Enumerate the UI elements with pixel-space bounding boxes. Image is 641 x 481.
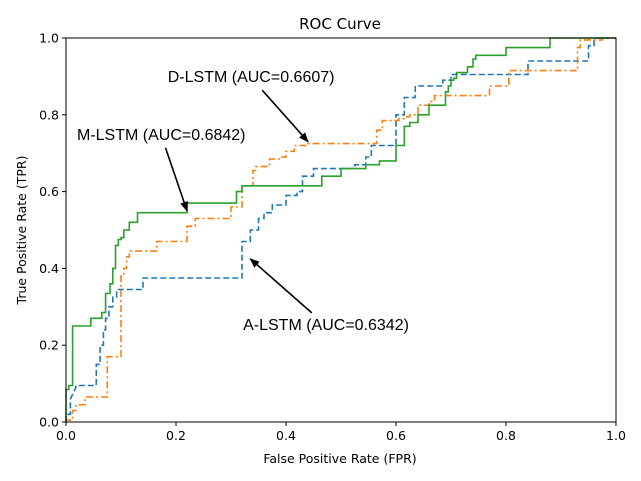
annotation-arrow-d-lstm [261,89,309,143]
annotation-label-d-lstm: D-LSTM (AUC=0.6607) [168,69,335,86]
y-tick-label: 0.8 [39,107,59,122]
y-axis-title: True Positive Rate (TPR) [14,156,29,306]
annotation-arrow-m-lstm [164,147,188,212]
x-tick-label: 1.0 [606,428,626,443]
plot-frame [65,37,617,423]
x-axis-title: False Positive Rate (FPR) [263,451,416,466]
annotation-arrow-a-lstm [249,258,313,314]
y-tick-label: 0.0 [39,415,59,430]
y-tick-label: 0.2 [39,338,59,353]
x-tick-label: 0.6 [386,428,406,443]
x-tick-label: 0.8 [496,428,516,443]
ticks-layer: 0.0 0.2 0.4 0.6 0.8 1.0 0.0 0.2 0.4 0.6 0.8 1.0 [39,31,626,444]
annotation-layer: D-LSTM (AUC=0.6607) M-LSTM (AUC=0.6842) A-… [77,69,409,334]
annotation-label-a-lstm: A-LSTM (AUC=0.6342) [243,317,409,334]
y-tick-label: 0.6 [39,184,59,199]
series-line-a-lstm [65,37,616,422]
x-tick-label: 0.0 [56,428,76,443]
y-tick-label: 1.0 [39,31,59,46]
annotation-label-m-lstm: M-LSTM (AUC=0.6842) [77,127,246,144]
y-tick-label: 0.4 [39,261,59,276]
chart-title: ROC Curve [299,15,381,33]
series-layer [65,37,616,422]
x-tick-label: 0.4 [276,428,296,443]
x-tick-label: 0.2 [166,428,186,443]
series-line-m-lstm [65,37,616,422]
